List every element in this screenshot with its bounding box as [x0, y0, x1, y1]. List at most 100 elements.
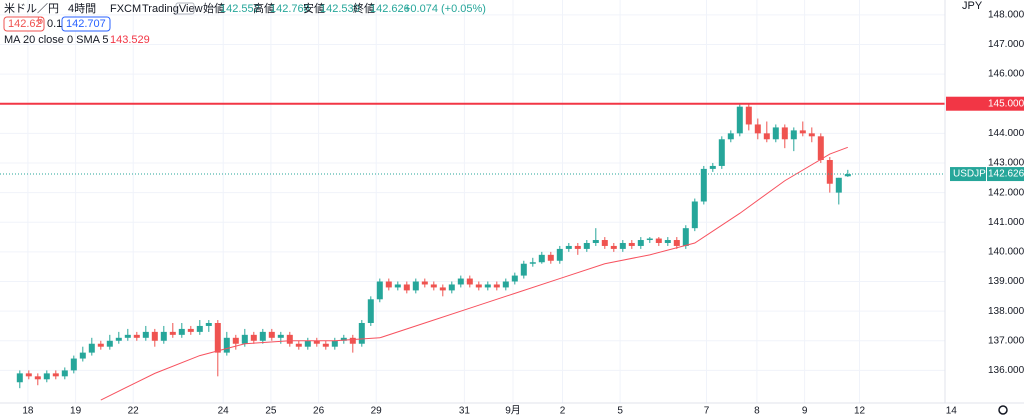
- candle-body: [88, 343, 95, 353]
- candle-body: [421, 281, 428, 285]
- candle-body: [133, 334, 140, 338]
- candle-body: [619, 242, 626, 249]
- candle-body: [358, 322, 365, 344]
- candle-body: [673, 240, 680, 246]
- candle-body: [439, 287, 446, 291]
- price-label-bg: [987, 167, 1024, 182]
- candle-body: [295, 343, 302, 347]
- bid-sup: 6: [37, 15, 43, 27]
- y-tick-label: 147.000: [988, 39, 1024, 50]
- y-tick-label: 141.000: [988, 217, 1024, 228]
- candle-body: [745, 106, 752, 125]
- candle-body: [754, 124, 761, 134]
- y-tick-label: 146.000: [988, 69, 1024, 80]
- y-tick-label: 148.000: [988, 9, 1024, 20]
- candle-body: [322, 343, 329, 347]
- candle-body: [718, 139, 725, 166]
- candle-body: [646, 238, 653, 241]
- interval: 4時間: [68, 2, 96, 15]
- candle-body: [835, 177, 842, 193]
- x-tick-label: 12: [854, 406, 866, 417]
- symbol-label: USDJPY: [953, 169, 993, 180]
- axes: 136.000 137.000 138.000 139.000 140.000 141.0…: [22, 9, 1024, 417]
- x-tick-label: 26: [313, 406, 325, 417]
- x-tick-label: 22: [128, 406, 140, 417]
- buy-button[interactable]: [61, 16, 111, 32]
- candle-body: [691, 201, 698, 229]
- candle-body: [709, 165, 716, 169]
- candle-body: [781, 127, 788, 140]
- candle-body: [700, 168, 707, 202]
- candle-body: [430, 284, 437, 288]
- candle-body: [826, 160, 833, 184]
- candle-body: [223, 337, 230, 353]
- x-tick-label: 5: [617, 406, 623, 417]
- x-tick-label: 18: [22, 406, 34, 417]
- candle-body: [529, 262, 536, 264]
- candle-body: [601, 240, 608, 246]
- candle-body: [583, 242, 590, 249]
- candle-body: [475, 284, 482, 288]
- candle-body: [304, 340, 311, 347]
- high-label: 高値: [253, 1, 275, 15]
- x-tick-label: 7: [704, 406, 710, 417]
- y-tick-label: 144.000: [988, 128, 1024, 139]
- y-tick-label: 142.000: [988, 187, 1024, 198]
- high-value: 142.768: [270, 3, 310, 15]
- y-tick-label: 138.000: [988, 306, 1024, 317]
- candle-body: [565, 245, 572, 249]
- candle-body: [412, 281, 419, 291]
- candle-body: [547, 254, 554, 261]
- candle-body: [187, 328, 194, 332]
- candle-body: [25, 373, 32, 377]
- candle-body: [385, 281, 392, 288]
- candle-body: [259, 331, 266, 341]
- bid[interactable]: 142.62: [8, 18, 42, 30]
- platform: TradingView: [142, 3, 203, 15]
- y-tick-label: 143.000: [988, 158, 1024, 169]
- y-tick-label: 139.000: [988, 276, 1024, 287]
- ask[interactable]: 142.707: [66, 18, 106, 30]
- candle-body: [79, 352, 86, 359]
- candle-body: [205, 322, 212, 326]
- collapse-button[interactable]: [175, 2, 195, 15]
- candle-body: [493, 284, 500, 288]
- grid: [0, 0, 945, 403]
- settings-icon[interactable]: [998, 405, 1008, 415]
- candle-body: [763, 133, 770, 140]
- candle-body: [178, 328, 185, 335]
- candle-body: [268, 331, 275, 338]
- plot: [0, 102, 945, 401]
- symbol-label-bg: [950, 167, 986, 182]
- y-tick-label: 140.000: [988, 247, 1024, 258]
- sell-button[interactable]: [3, 16, 45, 32]
- x-tick-label: 19: [70, 406, 82, 417]
- candle-body: [115, 337, 122, 341]
- close-label: 終値: [353, 1, 375, 15]
- low-label: 安値: [303, 1, 325, 15]
- candle-body: [169, 331, 176, 335]
- x-tick-label: 31: [459, 406, 471, 417]
- candle-body: [574, 245, 581, 249]
- candle-body: [727, 133, 734, 140]
- candle-body: [664, 240, 671, 243]
- x-tick-label: 9月: [505, 405, 521, 417]
- candle-body: [52, 373, 59, 377]
- y-tick-label: 136.000: [988, 365, 1024, 376]
- candle-body: [214, 322, 221, 353]
- candle-body: [331, 340, 338, 347]
- ma-label: MA 20 close 0 SMA 5: [4, 34, 109, 46]
- open-value: 142.552: [220, 3, 260, 15]
- low-value: 142.530: [320, 3, 360, 15]
- candle-body: [808, 133, 815, 137]
- candle-body: [340, 337, 347, 341]
- change: +0.074 (+0.05%): [404, 3, 486, 15]
- candle-body: [313, 340, 320, 344]
- candle-body: [142, 331, 149, 338]
- candle-body: [466, 278, 473, 285]
- candle-body: [790, 130, 797, 140]
- candle-body: [151, 331, 158, 341]
- y-tick-label: 137.000: [988, 335, 1024, 346]
- hline-label: 145.000: [988, 98, 1024, 109]
